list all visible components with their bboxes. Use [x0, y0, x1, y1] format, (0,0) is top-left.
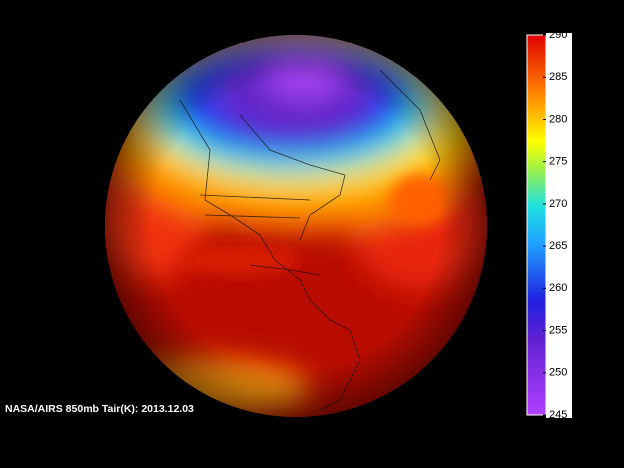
colorbar-tick-label: 285: [549, 71, 567, 83]
colorbar-tick-label: 255: [549, 324, 567, 336]
colorbar-label-panel: [546, 33, 572, 418]
colorbar-tick-label: 250: [549, 367, 567, 379]
colorbar-tick-label: 265: [549, 240, 567, 252]
colorbar-tick-label: 275: [549, 156, 567, 168]
colorbar-tick-label: 260: [549, 282, 567, 294]
caption: NASA/AIRS 850mb Tair(K): 2013.12.03: [5, 403, 194, 415]
colorbar-tick-label: 245: [549, 409, 567, 421]
colorbar-tick-label: 280: [549, 113, 567, 125]
colorbar-tick-label: 270: [549, 198, 567, 210]
colorbar: [526, 34, 547, 416]
colorbar-tick-label: 290: [549, 29, 567, 41]
globe: [105, 35, 487, 417]
